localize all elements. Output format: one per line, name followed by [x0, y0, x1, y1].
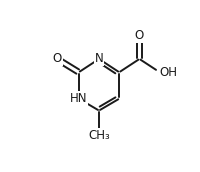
Text: OH: OH — [160, 66, 178, 79]
Text: CH₃: CH₃ — [88, 129, 110, 142]
Text: N: N — [95, 52, 103, 66]
Text: O: O — [53, 52, 62, 66]
Text: HN: HN — [70, 92, 88, 105]
Text: O: O — [135, 29, 144, 42]
